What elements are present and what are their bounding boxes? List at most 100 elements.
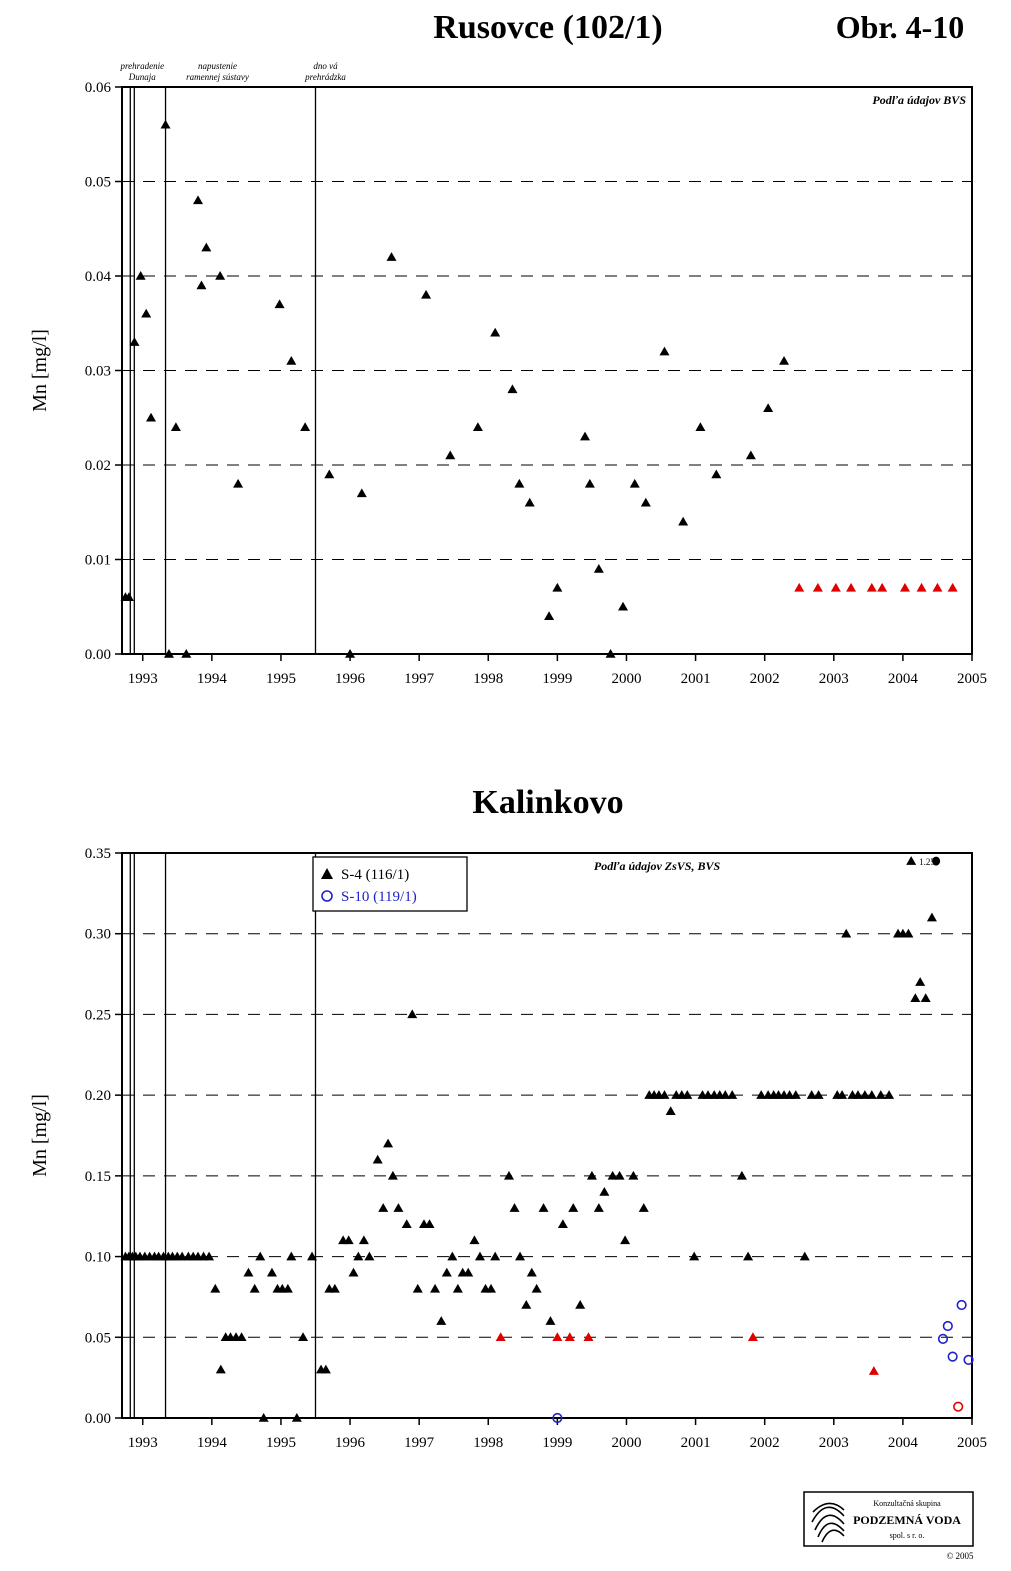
data-point-triangle [538, 1203, 549, 1212]
data-point-triangle [401, 1219, 412, 1229]
data-point-triangle [545, 1316, 556, 1325]
data-point-triangle [383, 1138, 394, 1148]
data-point-triangle [286, 356, 297, 365]
data-point-triangle [727, 1090, 738, 1099]
data-point-triangle [906, 856, 917, 865]
data-point-triangle [526, 1267, 537, 1277]
y-tick-label: 0.01 [85, 553, 111, 569]
data-point-triangle [490, 1251, 501, 1261]
source-note: Podľa údajov BVS [872, 93, 966, 107]
x-tick-label: 2004 [888, 671, 919, 687]
annotation-marker [932, 856, 941, 866]
data-point-triangle [806, 1090, 817, 1099]
data-point-circle [552, 1412, 563, 1424]
x-tick-label: 2002 [750, 1435, 780, 1451]
data-point-triangle [447, 1251, 458, 1261]
data-point-triangle [747, 1332, 758, 1342]
x-tick-label: 2003 [819, 1435, 849, 1451]
x-tick-label: 2001 [681, 671, 711, 687]
chart-2-title: Kalinkovo [472, 784, 623, 821]
data-point-circle [947, 1351, 958, 1362]
data-point-triangle [678, 516, 689, 526]
data-point-triangle [568, 1203, 579, 1212]
x-tick-label: 1995 [266, 1435, 296, 1451]
x-tick-label: 1999 [542, 671, 572, 687]
data-point-triangle [469, 1235, 480, 1245]
x-tick-label: 2000 [611, 671, 641, 687]
data-point-triangle [196, 280, 207, 290]
data-point-triangle [531, 1283, 542, 1293]
data-point-triangle [141, 308, 152, 318]
data-point-triangle [720, 1090, 731, 1099]
data-point-triangle [486, 1283, 497, 1293]
logo-copyright: © 2005 [946, 1551, 974, 1561]
legend-label: S-10 (119/1) [341, 889, 417, 905]
data-point-triangle [274, 299, 285, 309]
data-point-circle [956, 1299, 967, 1311]
data-point-triangle [899, 582, 910, 592]
data-point-triangle [135, 271, 146, 280]
data-point-triangle [665, 1106, 676, 1116]
data-point-triangle [682, 1090, 693, 1099]
data-point-triangle [353, 1251, 364, 1261]
data-point-triangle [599, 1187, 610, 1196]
event-label: napustenie [198, 61, 237, 71]
data-point-triangle [852, 1090, 863, 1099]
x-tick-label: 2000 [611, 1435, 641, 1451]
data-point-triangle [146, 412, 157, 422]
data-point-triangle [298, 1332, 309, 1342]
data-point-triangle [638, 1203, 649, 1212]
y-tick-label: 0.10 [85, 1250, 111, 1266]
y-tick-label: 0.03 [85, 364, 111, 380]
data-point-triangle [210, 1283, 221, 1293]
x-tick-label: 1996 [335, 1435, 366, 1451]
data-point-triangle [170, 422, 181, 431]
data-point-triangle [711, 469, 722, 479]
data-point-triangle [689, 1251, 700, 1261]
data-point-triangle [215, 271, 226, 280]
data-point-triangle [659, 1090, 670, 1099]
data-point-triangle [412, 1283, 423, 1293]
data-point-triangle [364, 1251, 375, 1261]
data-point-triangle [181, 649, 192, 658]
data-point-triangle [255, 1251, 266, 1261]
logo-fingerprint-icon [811, 1502, 845, 1543]
y-axis-label: Mn [mg/l] [29, 329, 51, 412]
legend-marker-triangle [321, 868, 333, 879]
data-point-circle [953, 1401, 964, 1412]
data-point-circle [942, 1320, 953, 1332]
data-point-triangle [495, 1332, 506, 1342]
data-point-triangle [640, 497, 651, 507]
data-point-triangle [605, 649, 616, 658]
data-point-triangle [812, 582, 823, 592]
data-point-triangle [575, 1300, 586, 1309]
data-point-triangle [378, 1203, 389, 1212]
y-tick-label: 0.04 [85, 269, 112, 285]
data-point-triangle [618, 601, 629, 611]
data-point-triangle [233, 478, 244, 488]
data-point-triangle [163, 649, 174, 658]
data-point-triangle [544, 611, 555, 620]
x-tick-label: 1997 [404, 1435, 435, 1451]
data-point-triangle [659, 346, 670, 356]
data-point-triangle [236, 1332, 247, 1342]
data-point-triangle [509, 1203, 520, 1212]
data-point-triangle [258, 1413, 269, 1422]
x-tick-label: 2005 [957, 671, 987, 687]
data-point-triangle [763, 403, 774, 413]
data-point-circle [937, 1333, 949, 1344]
logo-line2: PODZEMNÁ VODA [853, 1513, 961, 1527]
legend-marker-circle [321, 890, 333, 902]
data-point-triangle [756, 1090, 767, 1099]
data-point-triangle [521, 1300, 532, 1309]
data-point-triangle [903, 928, 914, 938]
x-tick-label: 1998 [473, 1435, 503, 1451]
source-note: Podľa údajov ZsVS, BVS [594, 859, 721, 873]
data-point-triangle [266, 1267, 277, 1277]
y-tick-label: 0.20 [85, 1088, 111, 1104]
data-point-triangle [515, 1251, 526, 1261]
data-point-triangle [557, 1219, 568, 1229]
data-point-triangle [552, 1332, 563, 1342]
data-point-triangle [593, 1203, 604, 1212]
x-tick-label: 1999 [542, 1435, 572, 1451]
